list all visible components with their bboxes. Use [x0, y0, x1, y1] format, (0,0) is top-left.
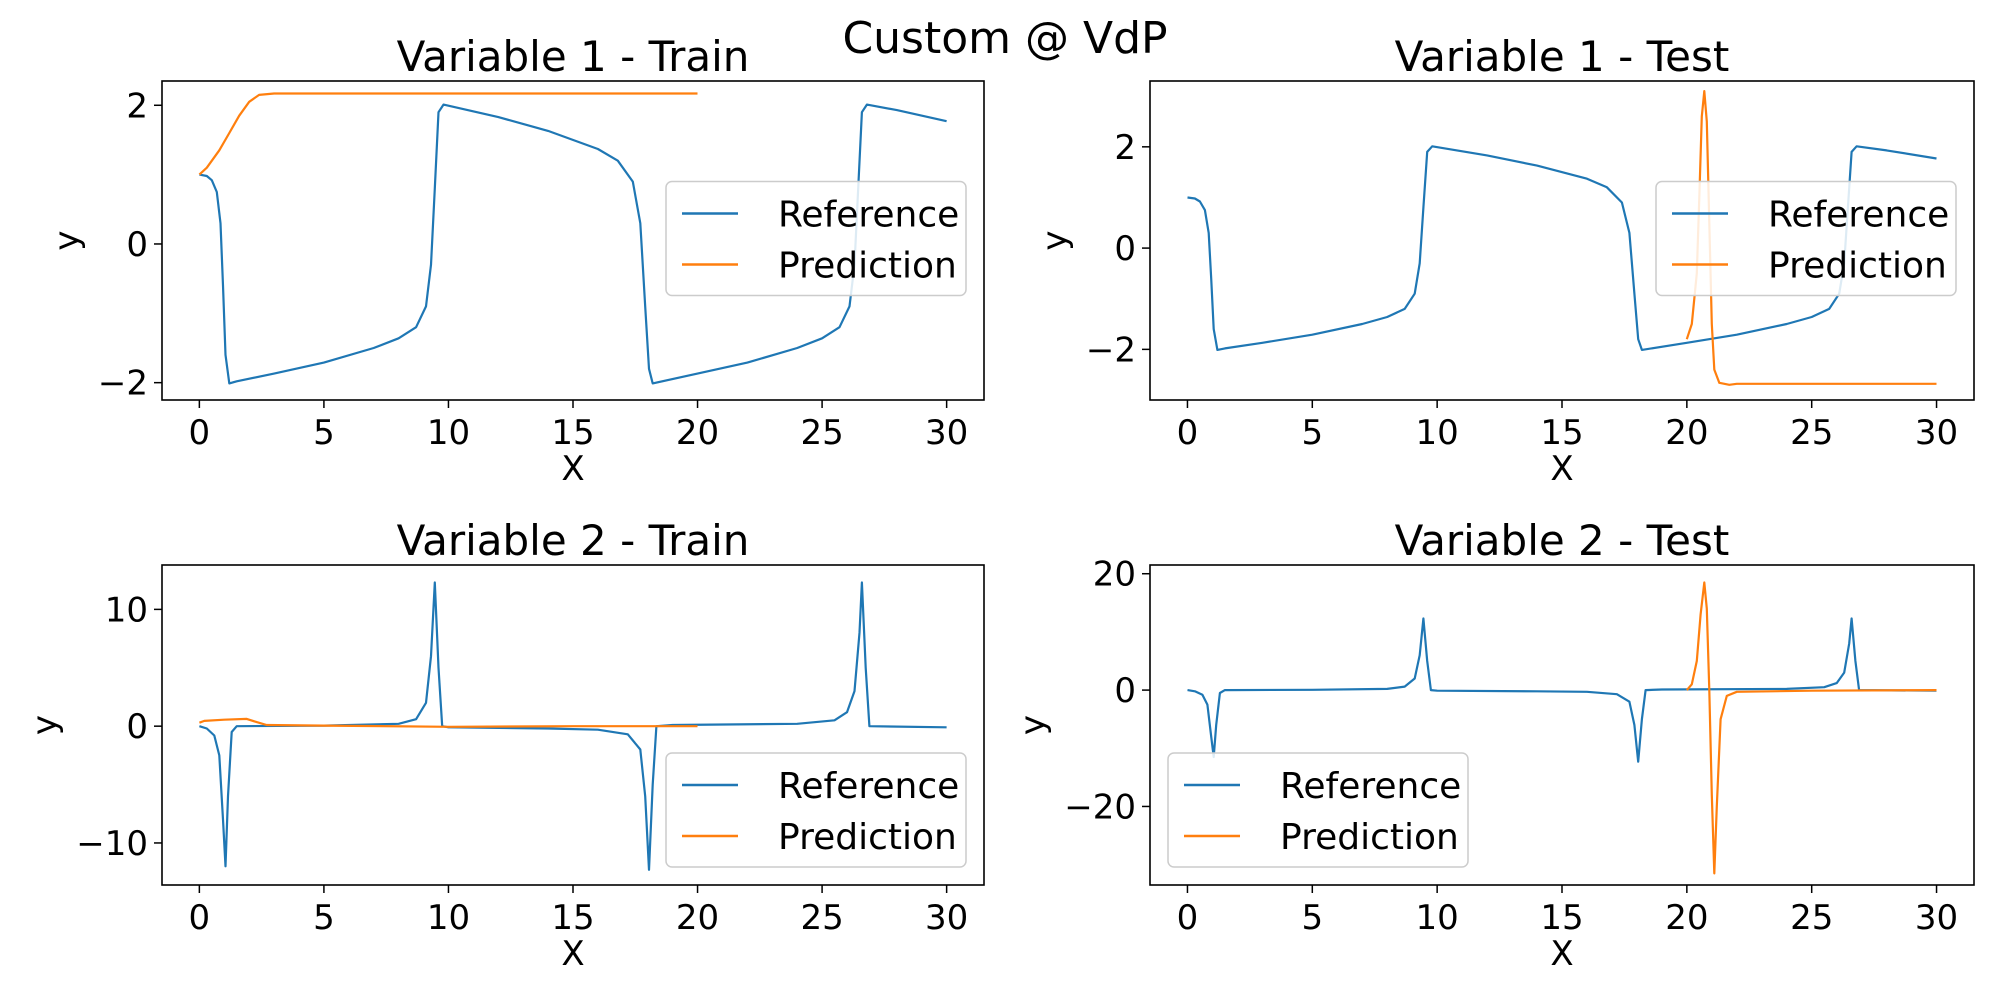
- series-line-prediction: [198, 92, 698, 176]
- x-tick-label: 15: [551, 413, 594, 453]
- x-tick-label: 25: [1790, 898, 1833, 938]
- series-line-reference: [199, 103, 947, 385]
- legend-box: [1167, 752, 1469, 868]
- y-tick-label: 0: [126, 225, 148, 265]
- figure-title: Custom @ VdP: [842, 13, 1167, 64]
- x-tick-label: 25: [800, 413, 843, 453]
- panel-title: Variable 1 - Train: [397, 32, 750, 81]
- x-tick-label: 5: [313, 413, 335, 453]
- y-tick-label: 2: [126, 86, 148, 126]
- legend: Reference Prediction: [665, 752, 967, 868]
- chart-panel-1: 0 5 10 15 20 25 30 −2 0 2 Variable 1 - Train Xy Refe…: [47, 32, 985, 489]
- y-tick-label: 0: [1114, 671, 1136, 711]
- panel-title: Variable 2 - Test: [1395, 516, 1730, 565]
- x-tick-label: 20: [676, 898, 719, 938]
- legend-box: [1655, 180, 1957, 297]
- x-tick-label: 10: [427, 898, 470, 938]
- y-axis-label: y: [25, 715, 65, 735]
- x-tick-label: 10: [427, 413, 470, 453]
- y-axis-label: y: [1035, 230, 1075, 250]
- y-axis-label: y: [1013, 715, 1053, 735]
- legend: Reference Prediction: [1167, 752, 1469, 868]
- x-tick-label: 30: [1915, 413, 1958, 453]
- x-tick-label: 0: [1177, 898, 1199, 938]
- legend-label-prediction: Prediction: [778, 817, 957, 858]
- x-tick-label: 5: [1301, 413, 1323, 453]
- legend-box: [665, 180, 967, 297]
- x-tick-label: 20: [676, 413, 719, 453]
- x-tick-label: 10: [1416, 413, 1459, 453]
- legend-label-reference: Reference: [1280, 766, 1461, 807]
- panel-title: Variable 1 - Test: [1395, 32, 1730, 81]
- legend-label-reference: Reference: [778, 766, 959, 807]
- y-tick-label: −10: [76, 824, 148, 864]
- x-tick-label: 0: [189, 413, 211, 453]
- series-line-reference: [1187, 145, 1937, 351]
- x-axis-label: X: [561, 449, 584, 489]
- series-line-reference: [1187, 617, 1937, 763]
- series-line-prediction: [1685, 581, 1937, 875]
- x-tick-label: 5: [313, 898, 335, 938]
- y-tick-label: 10: [105, 590, 148, 630]
- chart-panel-2: 0 5 10 15 20 25 30 −2 0 2 Variable 1 - Test Xy Refer…: [1035, 32, 1975, 489]
- legend-label-reference: Reference: [1768, 195, 1949, 236]
- y-tick-label: 0: [1114, 229, 1136, 269]
- x-tick-label: 20: [1665, 898, 1708, 938]
- x-tick-label: 0: [189, 898, 211, 938]
- x-tick-label: 25: [1790, 413, 1833, 453]
- x-tick-label: 30: [925, 413, 968, 453]
- x-axis-label: X: [561, 934, 584, 974]
- y-tick-label: 2: [1114, 128, 1136, 168]
- legend-label-prediction: Prediction: [1768, 246, 1947, 287]
- legend-label-prediction: Prediction: [1280, 817, 1459, 858]
- y-tick-label: −2: [98, 364, 148, 404]
- x-tick-label: 20: [1665, 413, 1708, 453]
- x-tick-label: 15: [1540, 898, 1583, 938]
- x-tick-label: 25: [800, 898, 843, 938]
- x-tick-label: 15: [1540, 413, 1583, 453]
- x-tick-label: 30: [925, 898, 968, 938]
- y-tick-label: −2: [1086, 330, 1136, 370]
- legend-label-prediction: Prediction: [778, 246, 957, 287]
- legend-box: [665, 752, 967, 868]
- y-tick-label: 0: [126, 707, 148, 747]
- y-tick-label: 20: [1093, 555, 1136, 595]
- legend: Reference Prediction: [1655, 180, 1957, 297]
- y-axis-label: y: [47, 230, 87, 250]
- chart-panel-3: 0 5 10 15 20 25 30 −10 0 10 Variable 2 - Train Xy Re…: [25, 516, 985, 974]
- series-line-reference: [199, 581, 947, 871]
- legend: Reference Prediction: [665, 180, 967, 297]
- panel-title: Variable 2 - Train: [397, 516, 750, 565]
- x-tick-label: 15: [551, 898, 594, 938]
- x-tick-label: 0: [1177, 413, 1199, 453]
- x-axis-label: X: [1550, 449, 1573, 489]
- x-tick-label: 30: [1915, 898, 1958, 938]
- x-axis-label: X: [1550, 934, 1573, 974]
- x-tick-label: 5: [1301, 898, 1323, 938]
- chart-panel-4: 0 5 10 15 20 25 30 −20 0 20 Variable 2 - Test Xy Ref…: [1013, 516, 1975, 974]
- y-tick-label: −20: [1064, 787, 1136, 827]
- series-line-prediction: [199, 717, 698, 728]
- legend-label-reference: Reference: [778, 195, 959, 236]
- x-tick-label: 10: [1416, 898, 1459, 938]
